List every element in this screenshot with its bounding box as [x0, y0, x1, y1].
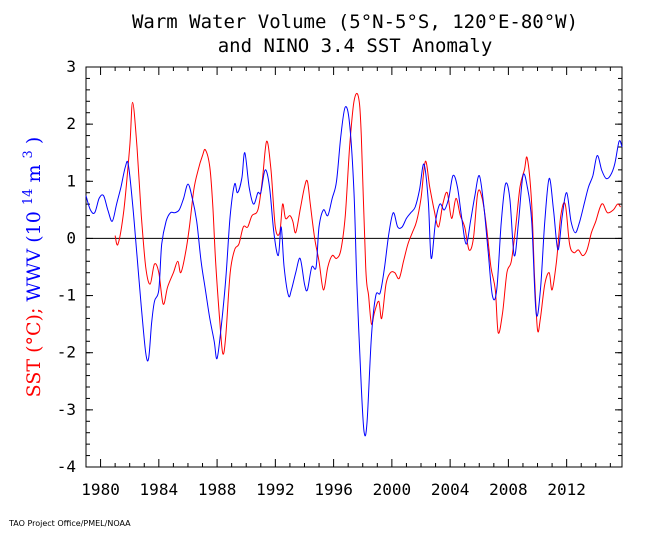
plot-area [85, 92, 623, 437]
y-axis-label-m: m [23, 164, 45, 182]
x-tick-label: 2004 [431, 480, 470, 499]
x-tick-label: 1984 [140, 480, 179, 499]
y-tick-label: -3 [57, 400, 76, 419]
y-tick-labels: 3 2 1 0 -1 -2 -3 -4 [57, 57, 76, 476]
x-tick-label: 1988 [198, 480, 237, 499]
x-tick-labels: 1980 1984 1988 1992 1996 2000 2004 2008 2012 [81, 480, 586, 499]
y-tick-label: -4 [57, 457, 76, 476]
y-tick-label: 3 [66, 57, 76, 76]
y-axis-label-cube: 3 [21, 150, 36, 158]
x-tick-label: 1992 [256, 480, 295, 499]
y-axis-label-exp: 14 [21, 189, 36, 206]
x-tick-label: 2012 [547, 480, 586, 499]
x-tick-label: 2008 [489, 480, 528, 499]
y-tick-label: 2 [66, 114, 76, 133]
y-tick-label: -2 [57, 343, 76, 362]
chart-title: Warm Water Volume (5°N-5°S, 120°E-80°W) [132, 11, 578, 33]
plot-frame [85, 66, 623, 468]
axis-ticks [86, 66, 622, 468]
y-axis-label: SST (°C); WWV (10 14 m 3 ) [15, 137, 45, 398]
y-axis-label-close: ) [23, 137, 45, 144]
x-tick-label: 1996 [314, 480, 353, 499]
x-tick-label: 2000 [373, 480, 412, 499]
chart-subtitle: and NINO 3.4 SST Anomaly [218, 35, 493, 57]
y-tick-label: 0 [66, 228, 76, 247]
y-tick-label: -1 [57, 286, 76, 305]
svg-text:SST (°C); WWV (1: SST (°C); WWV (10 14 m 3 ) [15, 137, 45, 398]
series-line-wwv [85, 106, 623, 437]
y-axis-label-sst: SST (°C); [23, 308, 45, 398]
y-axis-label-wwv: WWV (10 [23, 211, 45, 301]
y-tick-label: 1 [66, 171, 76, 190]
x-tick-label: 1980 [81, 480, 120, 499]
credit-text: TAO Project Office/PMEL/NOAA [9, 519, 131, 528]
